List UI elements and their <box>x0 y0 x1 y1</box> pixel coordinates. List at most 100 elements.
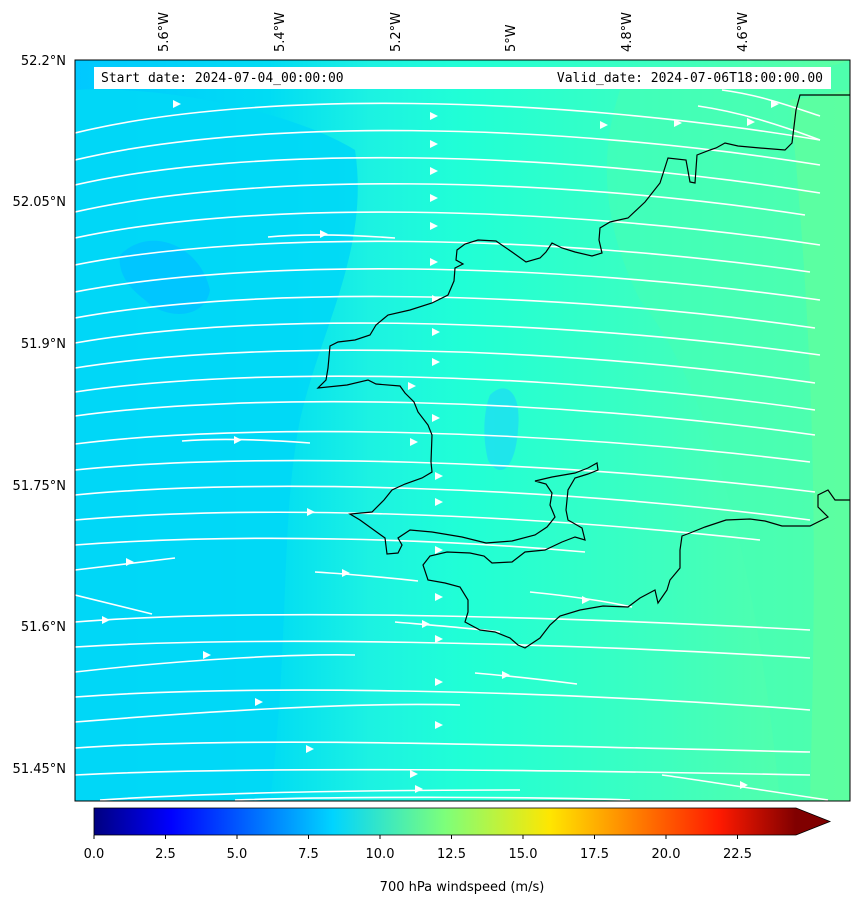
arrow <box>430 140 438 148</box>
streamline <box>75 741 811 753</box>
streamline <box>75 613 811 631</box>
streamline <box>75 640 811 659</box>
arrow <box>430 112 438 120</box>
streamline <box>75 156 821 194</box>
streamline <box>75 129 821 166</box>
windspeed-field <box>75 60 850 801</box>
start-date-label: Start date: 2024-07-04_00:00:00 <box>101 71 344 86</box>
coastline <box>316 94 850 649</box>
arrow <box>435 472 443 480</box>
arrow <box>747 118 755 126</box>
streamline <box>75 485 811 521</box>
streamline <box>75 689 811 711</box>
arrow <box>674 119 682 127</box>
streamline <box>75 768 811 776</box>
colorbar-tick-label: 15.0 <box>509 847 538 862</box>
colorbar-tick-label: 12.5 <box>437 847 466 862</box>
arrow <box>203 651 211 659</box>
streamline <box>75 511 761 541</box>
colorbar-tick-label: 7.5 <box>298 847 319 862</box>
arrow <box>126 558 134 566</box>
arrow <box>410 438 418 446</box>
arrow <box>430 258 438 266</box>
streamline <box>75 349 816 384</box>
arrow <box>435 678 443 686</box>
colorbar-tick-label: 0.0 <box>84 847 105 862</box>
streamline <box>75 240 811 273</box>
streamline <box>75 430 811 463</box>
lat-tick-label: 51.75°N <box>13 479 66 494</box>
arrow <box>307 508 315 516</box>
arrow <box>255 698 263 706</box>
lat-tick-labels: 52.2°N 52.05°N 51.9°N 51.75°N 51.6°N 51.… <box>13 54 66 777</box>
streamline <box>75 322 821 356</box>
streamline <box>75 102 821 141</box>
streamline <box>75 703 461 723</box>
colorbar-tick-label: 2.5 <box>155 847 176 862</box>
arrow <box>102 616 110 624</box>
streamline <box>75 183 806 216</box>
arrow <box>502 671 510 679</box>
arrow <box>435 498 443 506</box>
arrow <box>306 745 314 753</box>
header-bar <box>94 67 831 89</box>
streamline <box>181 438 311 444</box>
streamline <box>75 268 821 301</box>
arrow <box>430 167 438 175</box>
wind-streamlines <box>75 89 829 801</box>
arrow <box>410 770 418 778</box>
colorbar-tick-label: 5.0 <box>227 847 248 862</box>
arrow <box>430 194 438 202</box>
colorbar-extend-arrow <box>796 808 830 835</box>
arrow <box>408 382 416 390</box>
lon-tick-label: 4.6°W <box>736 12 751 52</box>
streamline <box>474 672 578 685</box>
valid-date-label: Valid_date: 2024-07-06T18:00:00.00 <box>557 71 823 86</box>
lat-tick-label: 51.9°N <box>21 337 66 352</box>
colorbar-tick-label: 20.0 <box>652 847 681 862</box>
arrow <box>435 546 443 554</box>
lon-tick-label: 5.4°W <box>273 12 288 52</box>
lat-tick-label: 51.45°N <box>13 762 66 777</box>
arrow <box>432 295 440 303</box>
streamline <box>75 537 586 553</box>
arrow <box>432 414 440 422</box>
streamline <box>697 105 821 141</box>
lat-tick-label: 52.05°N <box>13 195 66 210</box>
colorbar-outline <box>93 807 832 836</box>
lon-tick-label: 5.6°W <box>157 12 172 52</box>
arrow <box>430 222 438 230</box>
streamline <box>75 557 176 571</box>
arrow <box>582 596 590 604</box>
arrow <box>600 121 608 129</box>
arrow <box>234 436 242 444</box>
streamline <box>661 774 829 801</box>
lon-tick-label: 5.2°W <box>389 12 404 52</box>
colorbar-tick-label: 22.5 <box>723 847 752 862</box>
arrow <box>435 721 443 729</box>
arrow <box>435 593 443 601</box>
lon-tick-label: 4.8°W <box>620 12 635 52</box>
streamline <box>314 571 419 582</box>
arrow <box>173 100 181 108</box>
arrow <box>415 785 423 793</box>
streamline <box>75 400 816 436</box>
streamline <box>721 89 821 117</box>
colorbar-title: 700 hPa windspeed (m/s) <box>380 880 545 895</box>
streamline <box>75 459 816 493</box>
arrow <box>432 328 440 336</box>
lon-tick-label: 5°W <box>504 24 519 52</box>
streamline <box>75 211 821 246</box>
colorbar-ticks <box>93 835 738 839</box>
streamline <box>75 594 153 615</box>
arrow <box>342 569 350 577</box>
streamline <box>99 789 521 801</box>
arrow <box>320 230 328 238</box>
streamline <box>75 654 356 673</box>
streamline-arrows <box>102 100 779 793</box>
arrow <box>422 620 430 628</box>
lon-tick-labels: 5.6°W 5.4°W 5.2°W 5°W 4.8°W 4.6°W <box>157 12 751 52</box>
streamline <box>234 796 631 801</box>
colorbar-gradient <box>94 808 796 835</box>
